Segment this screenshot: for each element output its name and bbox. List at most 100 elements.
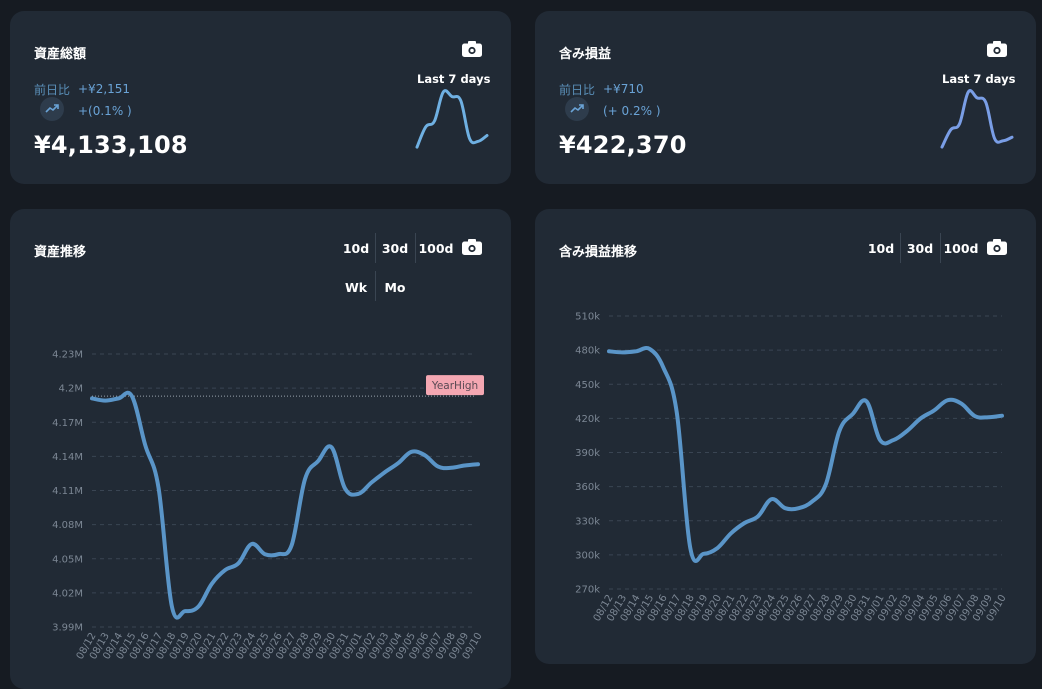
panel-title: 資産推移 <box>34 245 87 260</box>
data-point <box>464 464 466 466</box>
data-point <box>291 544 293 546</box>
data-point <box>477 463 479 465</box>
data-point <box>676 412 678 414</box>
period-week-button[interactable]: Wk <box>344 280 368 295</box>
series-line <box>607 346 1004 563</box>
data-point <box>118 397 120 399</box>
y-tick-label: 4.11M <box>52 486 83 497</box>
change-value: +¥2,151 <box>78 82 131 96</box>
y-tick-label: 4.2M <box>58 384 83 395</box>
data-point <box>224 569 226 571</box>
sparkline-chart <box>940 89 1014 149</box>
unrealized-pnl-value: ¥422,370 <box>559 131 687 159</box>
data-point <box>357 493 359 495</box>
pnl-trend-panel: 含み損益推移 10d 30d 100d 270k 300k 330k 360k 390k… <box>535 209 1036 664</box>
data-point <box>264 553 266 555</box>
data-point <box>608 350 610 352</box>
sparkline-series <box>415 89 489 149</box>
y-tick-label: 4.14M <box>52 452 83 463</box>
data-point <box>893 439 895 441</box>
data-point <box>852 413 854 415</box>
range-10d-button[interactable]: 10d <box>342 241 370 256</box>
data-point <box>662 366 664 368</box>
data-point <box>237 562 239 564</box>
unrealized-pnl-card: 含み損益 前日比 +¥710 (+ 0.2% ) ¥422,370 Last 7… <box>535 11 1036 184</box>
data-point <box>1001 415 1003 417</box>
data-point <box>197 606 199 608</box>
y-tick-label: 4.17M <box>52 418 83 429</box>
camera-icon[interactable] <box>461 40 483 58</box>
data-point <box>933 409 935 411</box>
data-point <box>987 416 989 418</box>
y-tick-label: 330k <box>575 516 600 527</box>
y-tick-label: 390k <box>575 448 600 459</box>
year-high-label: YearHigh <box>431 380 478 392</box>
divider <box>375 233 376 263</box>
camera-icon[interactable] <box>461 238 483 256</box>
data-point <box>410 451 412 453</box>
y-tick-label: 450k <box>575 380 600 391</box>
data-point <box>811 500 813 502</box>
data-point <box>716 547 718 549</box>
data-point <box>838 430 840 432</box>
camera-icon[interactable] <box>986 238 1008 256</box>
data-point <box>450 467 452 469</box>
trending-up-icon <box>565 97 589 121</box>
total-assets-value: ¥4,133,108 <box>34 131 188 159</box>
y-tick-label: 4.23M <box>52 350 83 361</box>
y-tick-label: 4.05M <box>52 554 83 565</box>
period-month-button[interactable]: Mo <box>384 280 406 295</box>
sparkline-series <box>940 89 1014 149</box>
card-title: 資産総額 <box>34 47 87 62</box>
data-point <box>331 446 333 448</box>
trending-up-icon <box>40 97 64 121</box>
range-100d-button[interactable]: 100d <box>943 241 979 256</box>
range-30d-button[interactable]: 30d <box>381 241 409 256</box>
divider <box>375 271 376 301</box>
camera-icon[interactable] <box>986 40 1008 58</box>
data-point <box>317 460 319 462</box>
sparkline-chart <box>415 89 489 149</box>
data-point <box>730 532 732 534</box>
divider <box>940 233 941 263</box>
data-point <box>703 553 705 555</box>
y-tick-label: 4.02M <box>52 588 83 599</box>
range-100d-button[interactable]: 100d <box>418 241 454 256</box>
data-point <box>635 350 637 352</box>
card-title: 含み損益 <box>559 47 612 62</box>
data-point <box>91 397 93 399</box>
range-10d-button[interactable]: 10d <box>867 241 895 256</box>
data-point <box>437 466 439 468</box>
divider <box>900 233 901 263</box>
y-tick-label: 4.08M <box>52 520 83 531</box>
change-value: +¥710 <box>603 82 644 96</box>
divider <box>415 233 416 263</box>
data-point <box>171 606 173 608</box>
compare-label: 前日比 <box>559 83 596 97</box>
y-tick-label: 3.99M <box>52 623 83 634</box>
y-tick-label: 510k <box>575 312 600 323</box>
data-point <box>104 400 106 402</box>
data-point <box>649 348 651 350</box>
data-point <box>251 543 253 545</box>
year-high-badge <box>426 375 484 396</box>
data-point <box>304 478 306 480</box>
change-percent: (+ 0.2% ) <box>603 104 661 118</box>
sparkline-label: Last 7 days <box>942 72 1016 86</box>
asset-trend-panel: 資産推移 10d 30d 100d Wk Mo 3.99M 4.02M 4.05M 4… <box>10 209 511 689</box>
data-point <box>947 399 949 401</box>
y-tick-label: 480k <box>575 346 600 357</box>
data-point <box>865 400 867 402</box>
range-30d-button[interactable]: 30d <box>906 241 934 256</box>
pnl-trend-chart: 270k300k330k360k390k420k450k480k510k08/1… <box>575 312 1008 624</box>
data-point <box>771 498 773 500</box>
data-point <box>371 482 373 484</box>
asset-trend-chart: 3.99M 4.02M 4.05M 4.08M 4.11M 4.14M 4.17M 4.2M 4… <box>52 350 485 662</box>
data-point <box>424 454 426 456</box>
data-point <box>960 403 962 405</box>
change-percent: +(0.1% ) <box>78 104 132 118</box>
data-point <box>798 507 800 509</box>
data-point <box>277 553 279 555</box>
compare-label: 前日比 <box>34 83 71 97</box>
data-point <box>879 439 881 441</box>
